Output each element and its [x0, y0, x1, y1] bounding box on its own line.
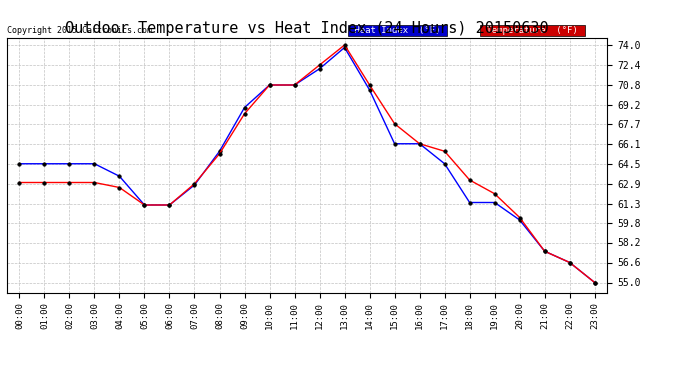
Text: Copyright 2015 Cartronics.com: Copyright 2015 Cartronics.com [7, 26, 152, 35]
Title: Outdoor Temperature vs Heat Index (24 Hours) 20150630: Outdoor Temperature vs Heat Index (24 Ho… [66, 21, 549, 36]
Text: Temperature  (°F): Temperature (°F) [481, 26, 583, 35]
Text: Heat Index  (°F): Heat Index (°F) [349, 26, 446, 35]
